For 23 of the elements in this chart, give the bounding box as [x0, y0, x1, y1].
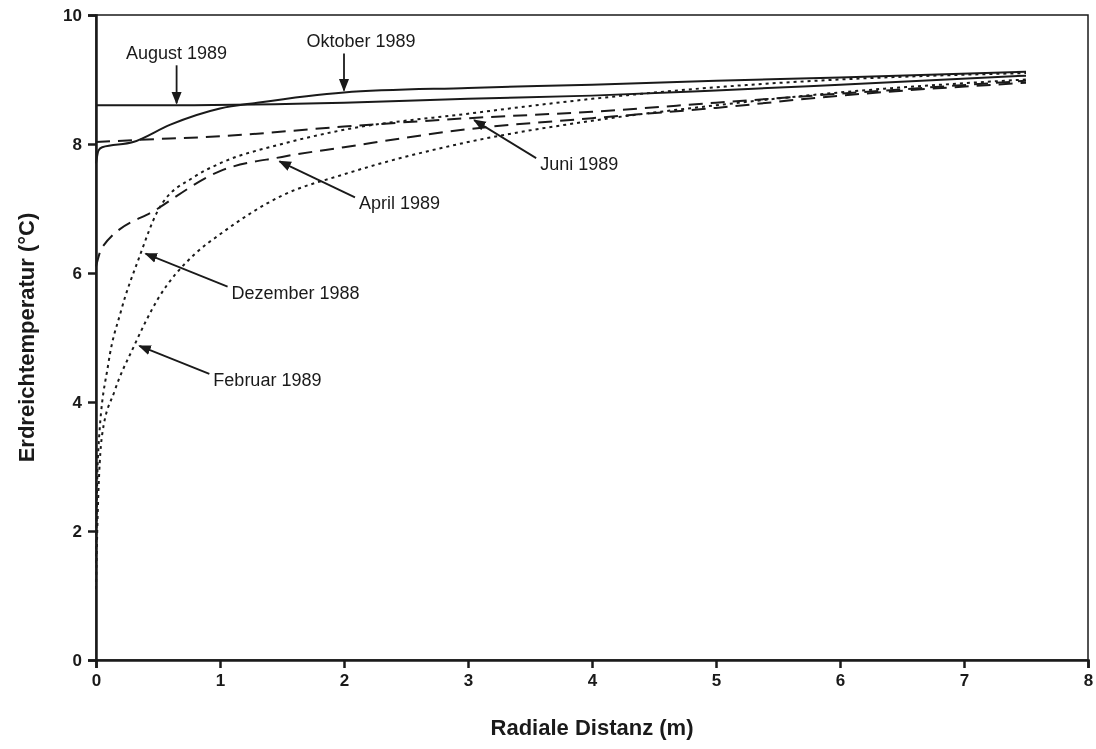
x-tick-label: 5 [711, 671, 722, 691]
x-tick-label: 7 [959, 671, 970, 691]
annotation: April 1989 [358, 193, 441, 214]
annotation: Oktober 1989 [306, 31, 416, 52]
x-axis-title: Radiale Distanz (m) [490, 715, 694, 740]
y-axis-title: Erdreichtemperatur (°C) [14, 212, 39, 463]
x-tick-label: 4 [587, 671, 598, 691]
x-tick-label: 8 [1083, 671, 1094, 691]
annotation: Dezember 1988 [231, 282, 360, 303]
y-tick-label: 6 [72, 263, 82, 283]
y-tick-label: 0 [72, 650, 82, 670]
y-tick-label: 2 [72, 521, 82, 541]
x-tick-label: 0 [91, 671, 102, 691]
y-tick-label: 10 [63, 5, 82, 25]
x-tick-label: 6 [835, 671, 846, 691]
annotation: Juni 1989 [540, 154, 619, 175]
x-tick-label: 1 [215, 671, 226, 691]
y-tick-label: 8 [72, 134, 82, 154]
x-tick-label: 2 [339, 671, 350, 691]
annotation: Februar 1989 [213, 369, 322, 390]
x-tick-label: 3 [463, 671, 474, 691]
annotation: August 1989 [126, 43, 228, 64]
y-tick-label: 4 [72, 392, 83, 412]
